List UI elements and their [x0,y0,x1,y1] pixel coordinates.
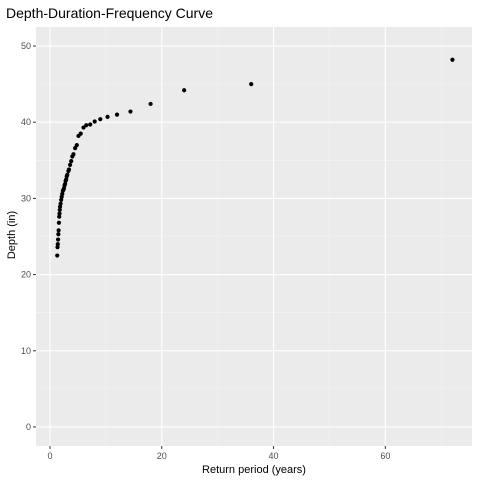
chart-title: Depth-Duration-Frequency Curve [6,5,213,21]
data-point [450,57,455,62]
data-point [98,117,103,122]
x-tick-label: 0 [47,451,52,461]
data-points [55,57,455,258]
data-point [56,232,61,237]
data-point [148,101,153,107]
major-gridlines [36,27,472,446]
x-tick-label: 20 [157,451,167,461]
x-tick-label: 60 [380,451,390,461]
y-tick-label: 20 [21,270,31,280]
data-point [128,109,133,114]
data-point [105,114,110,119]
data-point [92,119,97,124]
x-tick-label: 40 [269,451,279,461]
data-point [69,158,74,164]
data-point [182,88,187,93]
data-point [56,220,62,225]
data-point [55,245,60,250]
data-point [55,253,60,258]
data-point [57,204,63,209]
data-point [55,242,60,247]
data-point [67,162,73,167]
data-point [114,112,120,117]
data-point [57,214,62,219]
data-point [55,237,61,242]
data-point [56,228,61,233]
data-point [66,168,71,174]
y-axis-label: Depth (in) [6,211,18,259]
y-tick-label: 30 [21,193,31,203]
y-tick-label: 40 [21,117,31,127]
data-point [70,154,75,159]
data-point [57,207,62,212]
y-tick-label: 0 [26,422,31,432]
data-point [76,133,81,139]
data-point [57,211,62,216]
data-point [81,125,86,130]
data-point [59,197,64,203]
x-axis-label: Return period (years) [202,464,306,476]
data-point [88,122,93,127]
y-tick-label: 50 [21,41,31,51]
data-point [84,123,89,128]
data-point [73,146,78,151]
axis-ticks: 0 20 40 60 0 10 20 30 40 50 [21,41,390,461]
data-point [249,82,254,87]
y-tick-label: 10 [21,346,31,356]
minor-gridlines [36,27,472,446]
